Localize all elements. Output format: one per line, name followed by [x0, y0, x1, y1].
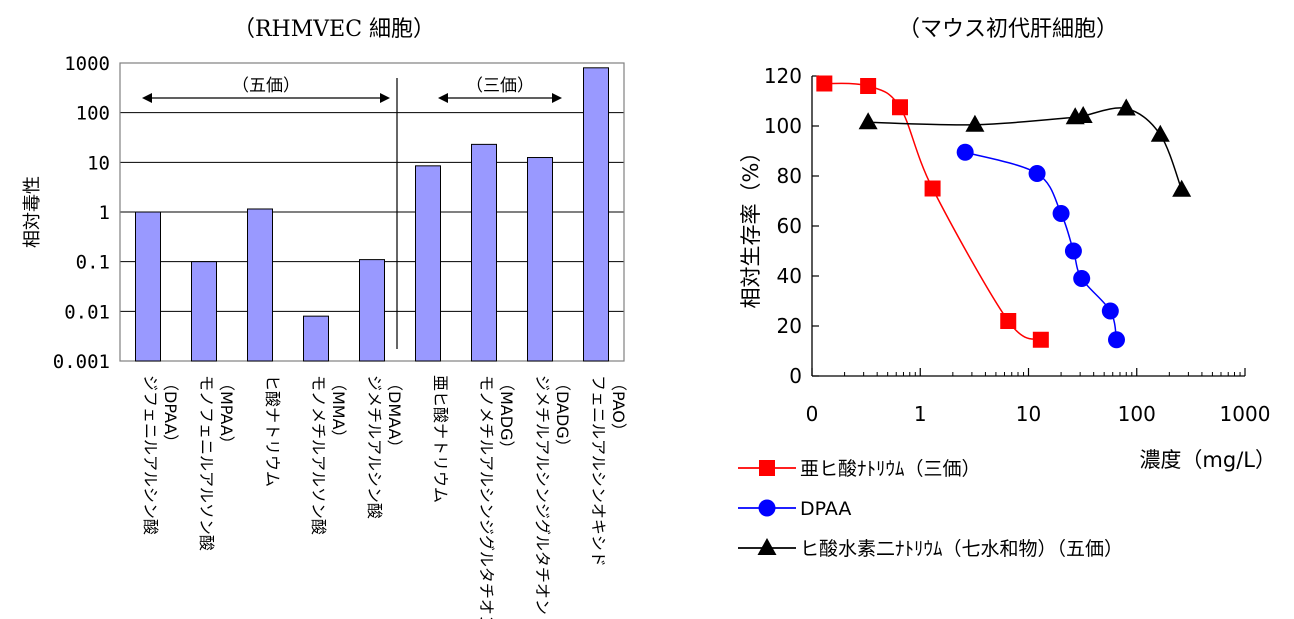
legend-label: ヒ酸水素二ﾅﾄﾘｳﾑ（七水和物）（五価） — [800, 538, 1123, 560]
left-category-label: 亜ヒ酸ナトリウム — [431, 375, 450, 503]
data-point — [1064, 242, 1082, 260]
left-category-label: モノメチルアルソン酸 — [309, 375, 328, 535]
left-y-tick-label: 0.01 — [64, 301, 110, 323]
data-point — [1116, 98, 1136, 116]
left-category-label: ジメチルアルシンジグルタチオン — [533, 375, 552, 615]
left-bar — [471, 143, 497, 362]
left-category-label: （MMA） — [329, 375, 348, 446]
data-point — [1101, 302, 1119, 320]
left-bar — [359, 259, 385, 362]
right-series — [956, 143, 1125, 349]
data-point — [1032, 331, 1049, 348]
legend-marker — [757, 538, 777, 555]
data-point — [1150, 124, 1170, 142]
data-point — [891, 99, 908, 116]
left-bar — [303, 315, 329, 362]
left-category-label: ジフェニルアルシン酸 — [141, 375, 160, 535]
left-y-tick-label: 1000 — [64, 53, 110, 75]
right-x-tick-label: 100 — [1118, 402, 1156, 426]
left-category-label: （DMAA） — [385, 375, 404, 455]
right-y-tick-label: 0 — [789, 364, 802, 388]
valence-annotations: （五価） （三価） — [142, 76, 562, 103]
left-category-label: （DADG） — [553, 375, 572, 455]
left-y-tick-label: 0.001 — [53, 351, 110, 373]
right-y-axis-label: 相対生存率（%） — [739, 142, 763, 309]
data-point — [1028, 165, 1046, 182]
data-point — [816, 75, 833, 92]
right-x-axis-label: 濃度（mg/L） — [1139, 448, 1276, 472]
right-y-tick-label: 100 — [764, 114, 802, 138]
right-y-tick-label: 20 — [777, 314, 802, 338]
right-series — [858, 98, 1192, 197]
series-line — [868, 107, 1183, 191]
data-point — [1172, 179, 1192, 197]
left-bar — [415, 165, 441, 362]
arrow-head-left-icon — [142, 93, 152, 103]
series-line — [824, 82, 1042, 341]
right-y-tick-label: 60 — [777, 214, 802, 238]
valence-annotation-label: （五価） — [232, 76, 300, 96]
left-y-tick-labels: 0.001 0.01 0.1 1 10 100 1000 — [53, 53, 110, 373]
right-y-tick-label: 80 — [777, 164, 802, 188]
data-point — [1073, 106, 1093, 123]
left-bar — [583, 67, 609, 362]
left-bar — [135, 211, 161, 362]
right-y-tick-label: 120 — [764, 64, 802, 88]
data-point — [860, 78, 877, 94]
legend-label: 亜ヒ酸ﾅﾄﾘｳﾑ（三価） — [800, 458, 981, 480]
data-point — [956, 143, 974, 161]
left-category-label: （DPAA） — [161, 375, 180, 450]
left-category-label: フェニルアルシンオキシド — [589, 375, 608, 567]
data-point — [1107, 331, 1125, 349]
left-y-tick-label: 0.1 — [76, 252, 110, 274]
right-series — [816, 75, 1049, 348]
left-y-tick-label: 100 — [76, 103, 110, 125]
data-point — [965, 114, 985, 132]
arrow-head-right-icon — [380, 93, 390, 103]
right-y-tick-label: 40 — [777, 264, 802, 288]
right-line-chart: （マウス初代肝細胞） 相対生存率（%） 0 20 40 60 80 100 120 0 1 10 1… — [738, 17, 1276, 560]
left-chart-title: （RHMVEC 細胞） — [233, 17, 435, 42]
right-axes: 0 20 40 60 80 100 120 0 1 10 100 1000 — [764, 64, 1271, 426]
left-category-label: モノフェニルアルソン酸 — [197, 375, 216, 551]
valence-annotation-label: （三価） — [466, 76, 534, 96]
left-category-labels: ジフェニルアルシン酸 （DPAA） モノフェニルアルソン酸 （MPAA） ヒ酸ナトリウム… — [141, 375, 628, 619]
left-category-label: （MADG） — [497, 375, 516, 456]
arrow-head-left-icon — [438, 93, 448, 103]
right-legend: 亜ヒ酸ﾅﾄﾘｳﾑ（三価） DPAA ヒ酸水素二ﾅﾄﾘｳﾑ（七水和物）（五価） — [738, 458, 1123, 560]
data-point — [1000, 313, 1017, 329]
right-x-tick-label: 1 — [914, 402, 927, 426]
data-point — [858, 112, 878, 130]
arrow-head-right-icon — [552, 93, 562, 103]
legend-marker — [759, 460, 775, 476]
right-x-tick-label: 10 — [1016, 402, 1041, 426]
legend-marker — [758, 499, 776, 517]
data-point — [924, 180, 941, 197]
left-category-label: （MPAA） — [217, 375, 236, 452]
left-category-label: モノメチルアルシンジグルタチオン — [477, 375, 496, 619]
left-bars — [135, 67, 609, 362]
left-y-tick-label: 10 — [87, 152, 110, 174]
left-bar — [191, 261, 217, 362]
left-bar — [247, 208, 273, 362]
left-bar-chart: （RHMVEC 細胞） 相対毒性 0.0010.010.11101001000 … — [22, 17, 628, 619]
left-bar — [527, 157, 553, 362]
left-category-label: ジメチルアルシン酸 — [365, 375, 384, 519]
legend-label: DPAA — [800, 498, 851, 520]
left-category-label: ヒ酸ナトリウム — [263, 375, 282, 487]
data-point — [1052, 205, 1070, 222]
right-series-group — [816, 75, 1192, 349]
left-y-tick-label: 1 — [99, 202, 110, 224]
right-chart-title: （マウス初代肝細胞） — [898, 17, 1118, 42]
left-category-label: （PAO） — [609, 375, 628, 439]
data-point — [1073, 270, 1091, 287]
right-x-tick-label: 1000 — [1220, 402, 1271, 426]
right-x-tick-label: 0 — [806, 402, 819, 426]
left-y-axis-label: 相対毒性 — [22, 176, 43, 248]
